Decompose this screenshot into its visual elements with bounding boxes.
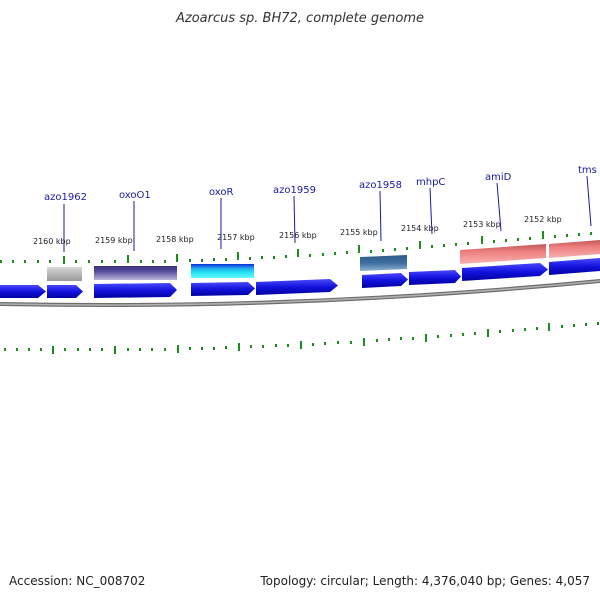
gene-arrow[interactable] (549, 258, 600, 275)
scale-label: 2160 kbp (33, 237, 71, 246)
gene-label-mhpC[interactable]: mhpC (416, 177, 445, 188)
scale-label: 2158 kbp (156, 235, 194, 244)
accession-text: Accession: NC_008702 (9, 574, 146, 588)
gene-label-oxoR[interactable]: oxoR (209, 187, 234, 198)
feature-block-purple[interactable] (94, 266, 177, 280)
scale-label: 2155 kbp (340, 228, 378, 237)
feature-block-grey[interactable] (47, 267, 82, 281)
scale-label: 2156 kbp (279, 231, 317, 240)
map-title: Azoarcus sp. BH72, complete genome (175, 11, 424, 26)
gene-arrow[interactable] (94, 283, 177, 298)
scale-label: 2153 kbp (463, 220, 501, 229)
inner-tick-row (4, 322, 599, 354)
gene-label-azo1962[interactable]: azo1962 (44, 192, 87, 203)
gene-arrow[interactable] (409, 270, 461, 285)
label-leader-lines (63, 175, 592, 252)
gene-label-tms[interactable]: tms (578, 165, 597, 176)
scale-label: 2157 kbp (217, 233, 255, 242)
scale-label: 2154 kbp (401, 224, 439, 233)
gene-label-amiD[interactable]: amiD (485, 172, 512, 183)
gene-label-oxoO1[interactable]: oxoO1 (119, 190, 151, 201)
feature-block-salmon[interactable] (460, 244, 546, 264)
genome-backbone-highlight (0, 280, 600, 306)
gene-arrow[interactable] (362, 273, 408, 288)
gene-arrow[interactable] (47, 285, 83, 298)
gene-arrow[interactable] (0, 285, 46, 298)
feature-block-salmon[interactable] (549, 240, 600, 258)
gene-arrow[interactable] (191, 282, 255, 296)
topology-summary: Topology: circular; Length: 4,376,040 bp… (260, 574, 590, 588)
gene-label-azo1958[interactable]: azo1958 (359, 180, 402, 191)
feature-block-cyan[interactable] (191, 264, 254, 278)
scale-label: 2159 kbp (95, 236, 133, 245)
feature-block-steelblue[interactable] (360, 255, 407, 271)
gene-label-azo1959[interactable]: azo1959 (273, 185, 316, 196)
outer-tick-row (0, 231, 592, 264)
scale-label: 2152 kbp (524, 215, 562, 224)
gene-arrow[interactable] (462, 263, 548, 281)
gene-arrow[interactable] (256, 279, 338, 295)
